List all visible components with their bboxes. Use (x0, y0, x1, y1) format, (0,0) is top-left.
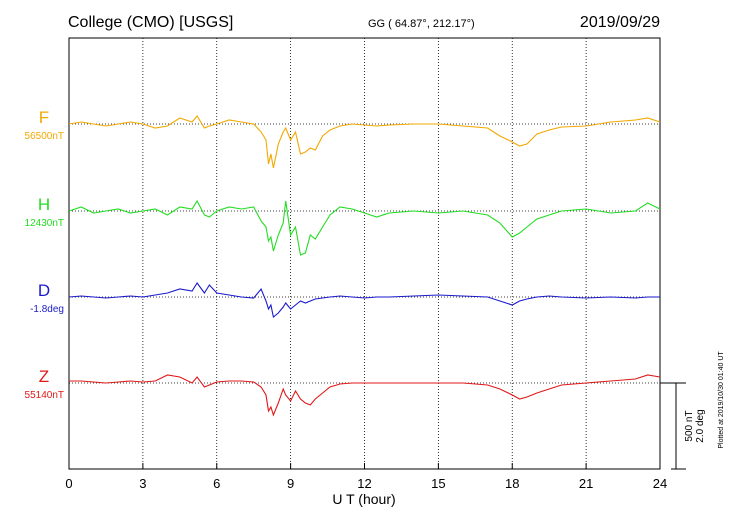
channel-baseline-d: -1.8deg (30, 304, 64, 315)
channel-name-z: Z (39, 367, 49, 386)
series-line-d (68, 282, 660, 318)
channel-baseline-z: 55140nT (25, 390, 64, 401)
x-tick-label: 9 (287, 476, 294, 491)
coords-label: GG ( 64.87°, 212.17°) (368, 18, 475, 30)
series-lines (68, 115, 661, 417)
x-axis-ticks: 0 3 6 9 12 15 18 21 24 (65, 463, 667, 491)
vertical-gridlines (142, 38, 587, 469)
plotted-footnote: Plotted at 2019/10/30 01:40 UT (718, 351, 725, 449)
x-tick-label: 3 (139, 476, 146, 491)
channel-labels: F 56500nT H 12430nT D -1.8deg Z 55140nT (25, 108, 64, 401)
series-line-h (68, 199, 661, 256)
scale-bar-deg-label: 2.0 deg (695, 409, 706, 442)
channel-name-f: F (39, 108, 49, 127)
x-tick-label: 12 (357, 476, 371, 491)
x-tick-label: 15 (431, 476, 445, 491)
x-tick-label: 21 (579, 476, 593, 491)
channel-baseline-f: 56500nT (25, 131, 64, 142)
scale-bar: 500 nT 2.0 deg (660, 382, 706, 470)
series-line-z (69, 374, 661, 417)
x-tick-label: 0 (65, 476, 72, 491)
series-line-f (68, 115, 661, 169)
scale-bar-nt-label: 500 nT (684, 410, 695, 441)
date-label: 2019/09/29 (580, 14, 660, 31)
x-tick-label: 24 (653, 476, 667, 491)
x-axis-label: U T (hour) (332, 491, 395, 507)
channel-name-d: D (38, 281, 50, 300)
channel-name-h: H (38, 195, 50, 214)
x-tick-label: 6 (213, 476, 220, 491)
x-tick-label: 18 (505, 476, 519, 491)
station-title: College (CMO) [USGS] (68, 14, 233, 31)
channel-baseline-h: 12430nT (25, 218, 64, 229)
